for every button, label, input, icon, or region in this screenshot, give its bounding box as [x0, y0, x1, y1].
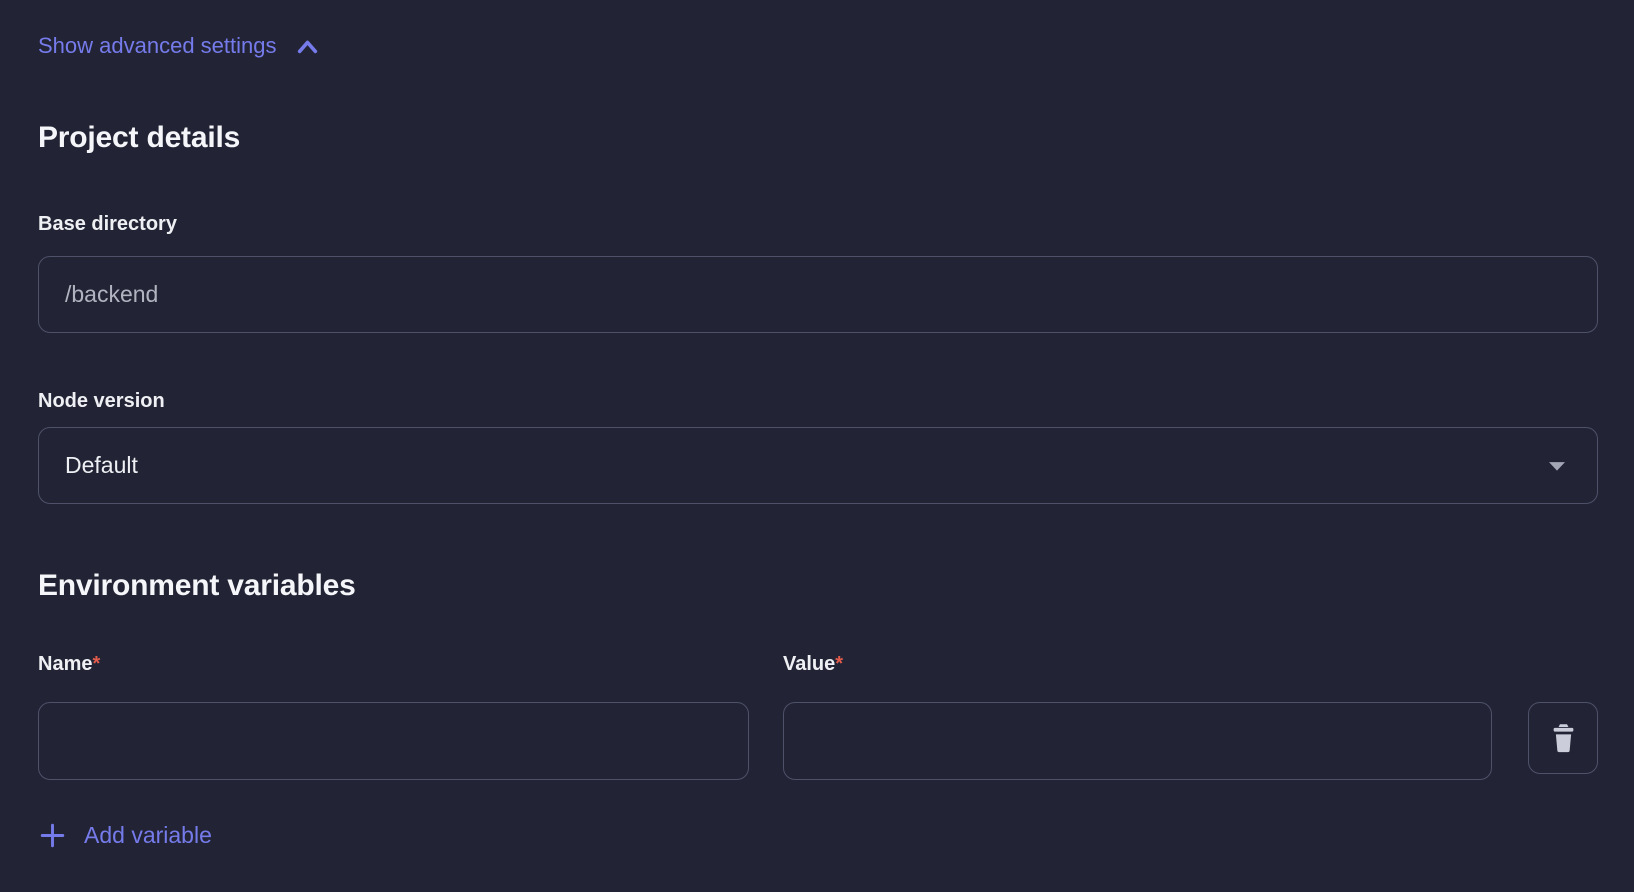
env-value-label: Value*	[783, 653, 844, 675]
node-version-select[interactable]: Default	[38, 427, 1598, 504]
delete-variable-button[interactable]	[1528, 702, 1598, 774]
env-variable-row	[38, 702, 1598, 780]
environment-variables-title: Environment variables	[38, 569, 356, 602]
advanced-settings-toggle[interactable]: Show advanced settings	[38, 30, 321, 62]
node-version-selected-value: Default	[65, 452, 138, 478]
env-name-input[interactable]	[38, 702, 749, 780]
caret-down-icon	[1549, 461, 1565, 471]
plus-icon	[40, 823, 65, 847]
chevron-up-icon	[297, 40, 317, 54]
base-directory-label: Base directory	[38, 213, 177, 235]
env-value-input[interactable]	[783, 702, 1492, 780]
project-details-title: Project details	[38, 121, 241, 154]
add-variable-label: Add variable	[84, 822, 212, 848]
env-name-label: Name*	[38, 653, 101, 675]
required-asterisk: *	[92, 653, 101, 675]
required-asterisk: *	[835, 653, 844, 675]
env-variable-labels-row: Name* Value*	[38, 652, 1598, 676]
advanced-settings-toggle-label: Show advanced settings	[38, 33, 277, 58]
base-directory-input[interactable]	[38, 256, 1598, 333]
trash-icon	[1553, 724, 1573, 753]
node-version-label: Node version	[38, 390, 165, 412]
add-variable-button[interactable]: Add variable	[38, 820, 212, 850]
